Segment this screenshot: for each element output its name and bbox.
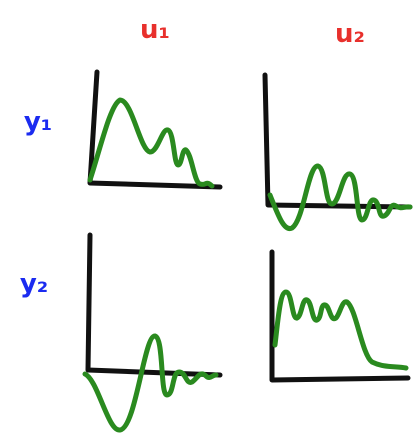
axes: [265, 75, 410, 207]
diagram: u₁ u₂ y₁ y₂: [0, 0, 413, 436]
response-curve: [275, 292, 406, 368]
response-curve: [90, 100, 212, 186]
column-label: u₁: [140, 15, 170, 45]
column-label: u₂: [335, 19, 365, 49]
response-curve: [270, 166, 410, 229]
plot: [272, 252, 408, 380]
response-curve: [85, 336, 216, 430]
row-label: y₂: [20, 269, 48, 299]
plot: [265, 75, 410, 229]
plot: [90, 72, 220, 187]
axes: [88, 235, 220, 375]
axes: [90, 72, 220, 187]
row-label: y₁: [24, 107, 52, 137]
plot: [85, 235, 220, 430]
page: u₁ u₂ y₁ y₂ (() => { const data = JSON.p…: [0, 0, 413, 436]
